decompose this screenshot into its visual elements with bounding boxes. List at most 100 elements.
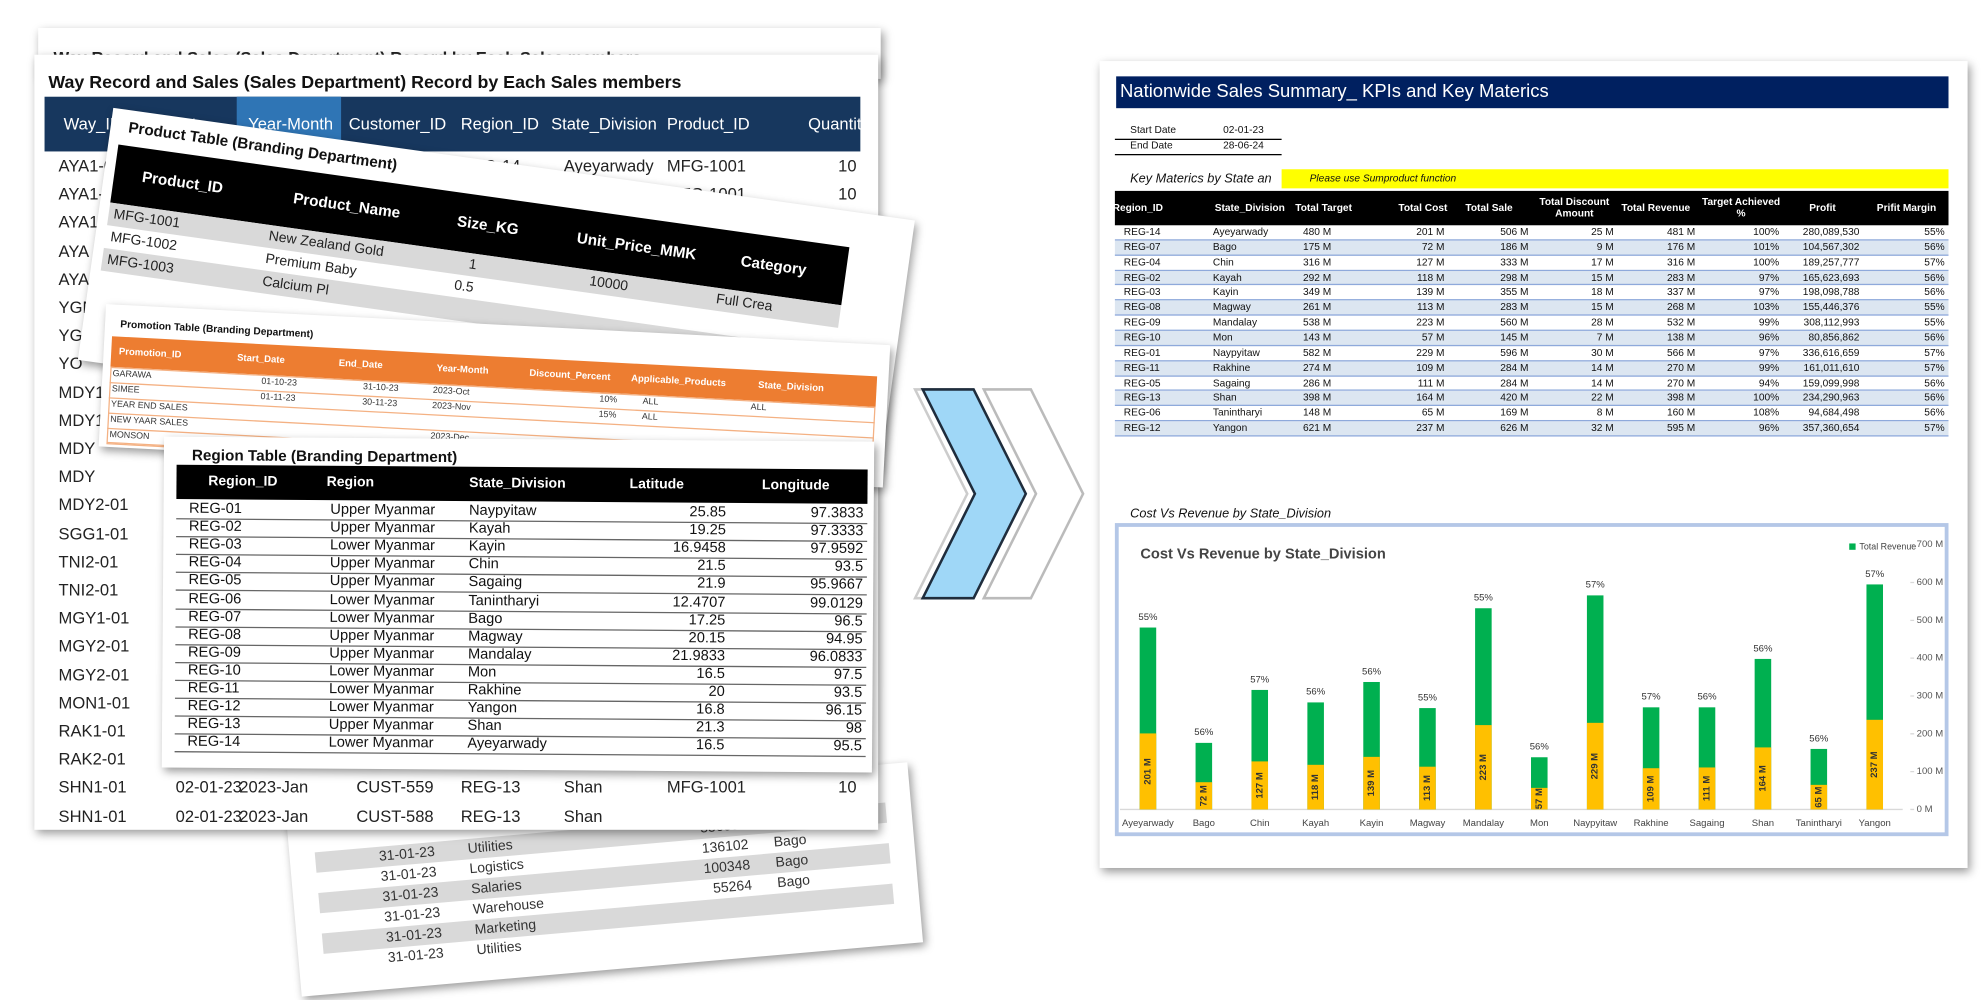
column-header: Quantity	[808, 114, 870, 134]
table-cell: 31-01-23	[383, 905, 441, 926]
section-label: Key Materics by State an	[1130, 172, 1272, 187]
table-cell: 582 M	[1302, 346, 1332, 359]
annotation: 56%	[1362, 666, 1382, 677]
column-header: Prifit Margin	[1876, 201, 1937, 214]
data-label: 229 M	[1590, 753, 1601, 780]
rule	[1114, 153, 1282, 156]
table-cell: 159,099,998	[1802, 376, 1860, 389]
table-cell: 292 M	[1302, 271, 1332, 283]
chart: Cost Vs Revenue by State_Division 0 M 100…	[1119, 539, 1944, 829]
data-label: 109 M	[1646, 776, 1657, 803]
column-header: Total Sale	[1465, 201, 1513, 214]
table-cell: REG-12	[187, 698, 241, 715]
table-cell: 94.95	[825, 631, 863, 647]
column-header: Region_ID	[460, 114, 539, 134]
data-label: 65 M	[1813, 786, 1824, 807]
table-cell: MGY2-01	[58, 664, 130, 685]
table-cell: 101%	[1753, 241, 1780, 253]
region-title: Region Table (Branding Department)	[191, 446, 458, 466]
row-stripe	[1114, 361, 1949, 377]
annotation: 56%	[1306, 687, 1326, 698]
table-cell: 17 M	[1591, 256, 1614, 268]
table-cell: Lower Myanmar	[329, 538, 436, 555]
table-cell: REG-10	[1123, 331, 1161, 344]
column-header: End_Date	[338, 356, 384, 371]
bar	[1195, 782, 1213, 810]
y-tick-label: 500 M	[1917, 615, 1944, 626]
table-cell: MGY2-01	[58, 636, 130, 656]
chevron	[920, 388, 1028, 600]
table-cell: 99%	[1758, 361, 1780, 374]
chart-title: Cost Vs Revenue by State_Division	[1140, 547, 1386, 563]
table-cell: 155,446,376	[1802, 301, 1860, 313]
table-cell: 161,011,610	[1803, 361, 1860, 374]
table-cell: 2023-Jan	[239, 777, 309, 798]
table-cell: REG-08	[188, 626, 242, 643]
table-cell: 398 M	[1666, 391, 1696, 404]
table-cell: REG-04	[1123, 256, 1161, 268]
row-stripe	[1114, 300, 1949, 316]
table-cell: 139 M	[1416, 286, 1445, 298]
row-stripe	[1114, 270, 1949, 286]
row-stripe	[1114, 330, 1949, 347]
data-label: 237 M	[1869, 751, 1880, 778]
table-cell: 25 M	[1591, 226, 1614, 238]
table-cell: 337 M	[1666, 286, 1696, 298]
table-cell: 100%	[1753, 226, 1780, 238]
table-cell: 284 M	[1500, 376, 1529, 389]
table-cell: Upper Myanmar	[329, 574, 435, 591]
table-cell: 57%	[1924, 361, 1945, 374]
table-cell: 57%	[1924, 346, 1945, 359]
table-cell: AYA	[58, 269, 90, 289]
table-cell: Bago	[773, 832, 808, 851]
table-cell: AYA	[58, 241, 90, 261]
table-cell: 100%	[1753, 256, 1780, 268]
table-cell: 96%	[1758, 331, 1780, 344]
table-cell: SHN1-01	[58, 777, 127, 798]
table-cell: 148 M	[1302, 406, 1332, 419]
rule	[1114, 138, 1282, 140]
table-cell: REG-01	[188, 501, 242, 517]
table-cell: GARAWA	[112, 369, 152, 381]
data-label: 72 M	[1198, 785, 1209, 806]
table-cell: 103%	[1753, 301, 1780, 313]
table-cell: 138 M	[1666, 331, 1696, 344]
table-cell: 336,616,659	[1802, 346, 1860, 359]
data-label: 223 M	[1478, 754, 1489, 781]
table-cell: Shan	[563, 806, 603, 826]
table-cell: 14 M	[1591, 361, 1614, 374]
table-cell: 94,684,498	[1808, 406, 1860, 419]
table-cell: 165,623,693	[1802, 271, 1860, 283]
table-cell: Lower Myanmar	[329, 609, 435, 626]
table-cell: 270 M	[1666, 376, 1696, 389]
table-cell: 270 M	[1666, 361, 1696, 374]
table-cell: 420 M	[1500, 391, 1529, 404]
table-cell: Lower Myanmar	[329, 663, 435, 680]
table-cell: 56%	[1924, 241, 1945, 253]
table-cell: 01-11-23	[260, 392, 296, 404]
table-cell: Kayah	[1212, 271, 1242, 283]
table-cell: 169 M	[1500, 406, 1529, 419]
table-cell: 10	[838, 777, 857, 798]
bar	[1251, 761, 1269, 810]
table-cell: REG-06	[188, 591, 242, 607]
table-cell: MDY	[58, 438, 96, 458]
row-stripe	[1114, 346, 1949, 362]
table-cell: Bago	[1212, 241, 1237, 253]
table-cell: 56%	[1924, 406, 1945, 419]
chevron-outline	[981, 388, 1085, 600]
table-cell: 538 M	[1302, 316, 1332, 328]
table-cell: 57 M	[1421, 331, 1445, 344]
table-cell: MGY1-01	[58, 608, 130, 628]
data-label: 111 M	[1702, 776, 1713, 801]
row-stripe	[1114, 225, 1949, 241]
column-header: Year-Month	[248, 114, 334, 134]
table-cell: 02-01-23	[175, 777, 242, 798]
table-cell: Utilities	[475, 939, 523, 959]
annotation: 57%	[1642, 692, 1662, 703]
bar	[1419, 766, 1436, 810]
row-stripe	[1114, 315, 1949, 331]
column-header: State_Division	[469, 475, 566, 492]
table-cell: 176 M	[1666, 241, 1696, 253]
